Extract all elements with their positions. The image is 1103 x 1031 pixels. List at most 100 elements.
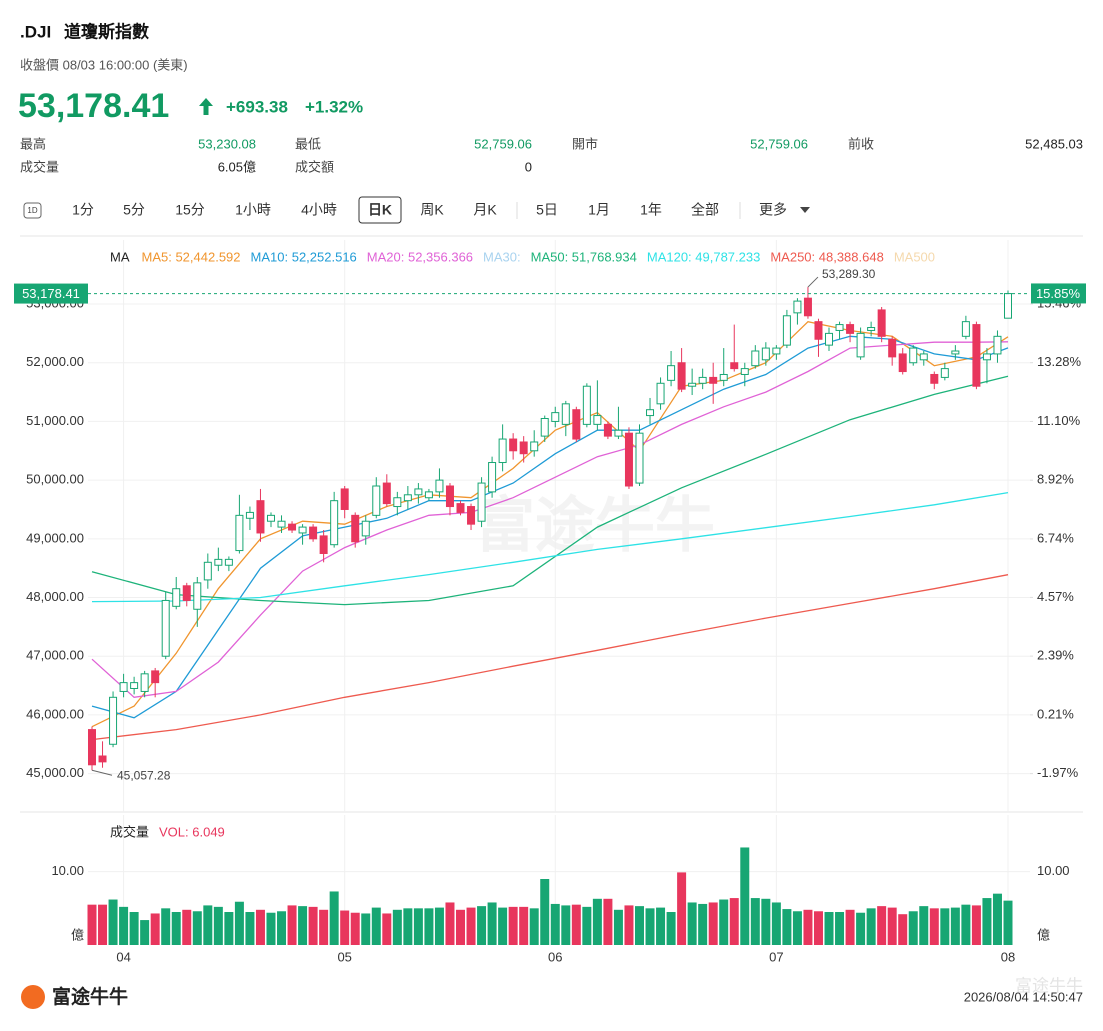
x-tick-label: 04 xyxy=(116,949,130,964)
stat-value: 52,759.06 xyxy=(474,136,532,151)
tab[interactable]: 全部 xyxy=(691,202,719,218)
legend-entry: MA20: 52,356.366 xyxy=(367,249,473,264)
candle-body xyxy=(467,506,476,525)
vol-tick-label: 10.00 xyxy=(51,863,84,878)
tab[interactable]: 月K xyxy=(473,202,497,218)
y2-tick-label: 4.57% xyxy=(1037,589,1074,604)
tab[interactable]: 5分 xyxy=(123,202,145,218)
volume-title: 成交量 xyxy=(110,824,149,839)
volume-bar xyxy=(529,908,539,945)
tab[interactable]: 1月 xyxy=(588,202,610,218)
candle-body xyxy=(730,362,739,370)
pct-badge xyxy=(1031,283,1086,304)
candle-body xyxy=(98,755,107,763)
candle-body xyxy=(266,514,275,522)
chart-icon[interactable]: 1D xyxy=(27,206,37,215)
volume-bar xyxy=(929,908,939,945)
volume-bar xyxy=(277,911,287,945)
annotation-leader xyxy=(807,276,819,288)
tab[interactable]: 1年 xyxy=(640,202,662,218)
x-tick-label: 07 xyxy=(769,949,783,964)
volume-bar xyxy=(508,906,518,945)
volume-bar xyxy=(203,905,213,945)
y2-tick-label: 11.10% xyxy=(1037,413,1081,428)
volume-bar xyxy=(413,908,423,945)
legend-entry: MA30: xyxy=(483,249,521,264)
volume-bar xyxy=(456,909,466,945)
tab[interactable]: 周K xyxy=(420,202,444,218)
candle-body xyxy=(140,673,149,692)
stat-value: 0 xyxy=(525,159,532,174)
candle-body xyxy=(340,488,349,510)
candle-body xyxy=(393,497,402,508)
candle-body xyxy=(688,382,697,387)
candle-body xyxy=(161,599,170,657)
candle-body xyxy=(351,514,360,543)
tab[interactable]: 更多 xyxy=(759,202,787,218)
volume-bar xyxy=(192,911,202,945)
volume-bar xyxy=(224,912,234,945)
volume-bar xyxy=(298,906,308,945)
volume-bar xyxy=(213,906,223,945)
volume-bar xyxy=(434,907,444,945)
candle-body xyxy=(424,491,433,499)
stat-value: 52,485.03 xyxy=(1025,136,1083,151)
volume-bar xyxy=(150,913,160,945)
tab[interactable]: 日K xyxy=(368,202,392,218)
tab[interactable]: 15分 xyxy=(175,202,205,218)
candle-body xyxy=(519,441,528,455)
index-name: 道瓊斯指數 xyxy=(64,21,149,41)
candle-body xyxy=(667,365,676,381)
volume-bar xyxy=(782,909,792,945)
volume-bar xyxy=(719,899,729,945)
candle-body xyxy=(582,385,591,425)
candle-body xyxy=(235,514,244,552)
ma-line xyxy=(91,491,1009,603)
price-badge-label: 53,178.41 xyxy=(22,286,80,301)
candle-body xyxy=(277,520,286,528)
dropdown-caret[interactable] xyxy=(800,207,810,213)
tab[interactable]: 5日 xyxy=(536,202,558,218)
y-tick-label: 52,000.00 xyxy=(26,354,84,369)
volume-bar xyxy=(87,904,97,945)
candle-body xyxy=(488,462,497,493)
candle-body xyxy=(330,500,339,546)
vol-tick-label: 億 xyxy=(71,927,84,942)
legend-entry: MA120: 49,787.233 xyxy=(647,249,760,264)
volume-bar xyxy=(824,912,834,945)
candle-body xyxy=(109,696,118,745)
candle-body xyxy=(972,324,981,387)
candle-body xyxy=(203,561,212,581)
stat-label: 前收 xyxy=(848,136,874,151)
volume-bar xyxy=(340,910,350,945)
legend-entry: MA5: 52,442.592 xyxy=(142,249,241,264)
candle-body xyxy=(498,438,507,464)
tab[interactable]: 1小時 xyxy=(235,202,271,218)
volume-bar xyxy=(129,912,139,945)
tab[interactable]: 1分 xyxy=(72,202,94,218)
volume-bar xyxy=(750,898,760,945)
volume-bar xyxy=(792,911,802,945)
legend-entry: MA500 xyxy=(894,249,935,264)
candle-body xyxy=(709,376,718,384)
tab[interactable]: 4小時 xyxy=(301,202,337,218)
volume-bar xyxy=(119,906,129,945)
volume-bar xyxy=(287,905,297,945)
active-tab-box xyxy=(358,196,402,224)
y-tick-label: 49,000.00 xyxy=(26,530,84,545)
volume-bar xyxy=(571,904,581,945)
volume-bar xyxy=(835,912,845,945)
candle-body xyxy=(151,670,160,684)
volume-bar xyxy=(582,906,592,945)
candle-body xyxy=(561,403,570,425)
volume-bar xyxy=(971,905,981,945)
volume-bar xyxy=(803,909,813,945)
volume-bar xyxy=(666,912,676,945)
candle-body xyxy=(1004,293,1012,319)
volume-bar xyxy=(908,911,918,945)
candle-body xyxy=(814,321,823,340)
volume-bar xyxy=(866,908,876,945)
icon-box[interactable] xyxy=(23,202,42,219)
candle-body xyxy=(319,535,328,554)
